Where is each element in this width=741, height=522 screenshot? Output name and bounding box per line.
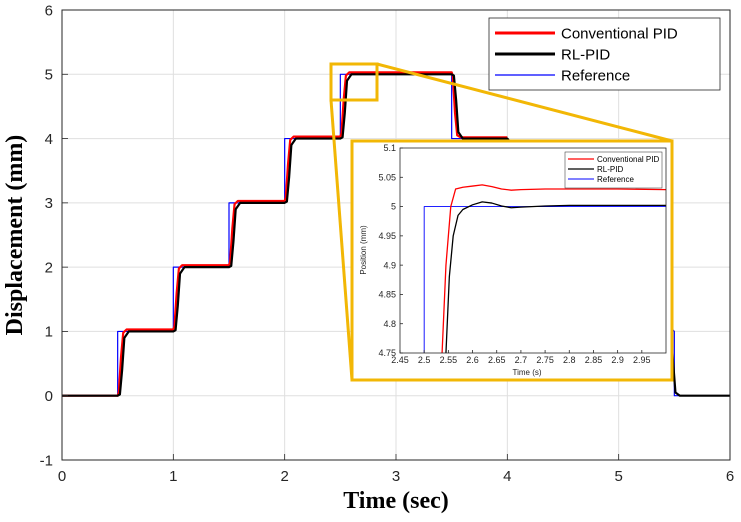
x-tick-label: 5: [614, 468, 622, 485]
series-line-conventional-pid: [441, 184, 667, 354]
y-axis-title: Displacement (mm): [2, 135, 28, 336]
y-tick-label: -1: [40, 452, 53, 469]
legend-label: Conventional PID: [597, 155, 659, 164]
x-tick-label: 2.65: [488, 355, 506, 365]
y-tick-label: 2: [45, 259, 53, 276]
y-tick-label: 4.9: [383, 260, 396, 270]
x-tick-label: 2.5: [418, 355, 431, 365]
series-line-conventional-pid: [62, 71, 508, 397]
x-tick-label: 4: [503, 468, 511, 485]
inset-x-axis-title: Time (s): [512, 368, 541, 377]
x-tick-label: 3: [392, 468, 400, 485]
x-tick-label: 2.75: [536, 355, 554, 365]
legend-label: RL-PID: [561, 46, 610, 63]
legend-label: Reference: [597, 175, 634, 184]
y-tick-label: 1: [45, 324, 53, 341]
inset-plot-frame: [399, 147, 667, 354]
x-tick-label: 2.95: [633, 355, 651, 365]
series-line-reference: [423, 206, 666, 353]
y-tick-label: 5.1: [383, 143, 396, 153]
inset-panel: 2.45 2.5 2.55 2.6 2.65 2.7 2.75 2.8 2.85 2.9 2.95 4…: [350, 139, 674, 382]
x-axis-title: Time (sec): [343, 488, 449, 514]
legend-label: Conventional PID: [561, 25, 678, 42]
y-tick-label: 5: [391, 202, 396, 212]
x-tick-label: 6: [726, 468, 734, 485]
main-legend: Conventional PID RL-PID Reference: [488, 17, 721, 91]
y-tick-label: 5: [45, 67, 53, 84]
legend-label: Reference: [561, 67, 630, 84]
x-tick-label: 2.6: [466, 355, 479, 365]
inset-legend-box: [564, 151, 663, 189]
x-tick-label: 0: [58, 468, 66, 485]
y-tick-label: 6: [45, 2, 53, 19]
y-tick-label: 4.8: [383, 319, 396, 329]
x-tick-label: 1: [169, 468, 177, 485]
zoom-callout: [329, 62, 673, 381]
y-tick-label: 4: [45, 131, 53, 148]
y-tick-label: 0: [45, 388, 53, 405]
x-tick-label: 2.55: [440, 355, 458, 365]
y-tick-label: 3: [45, 195, 53, 212]
legend-label: RL-PID: [597, 165, 623, 174]
series-line-rl-pid: [445, 201, 666, 354]
zoom-connector-left: [329, 99, 354, 381]
inset-y-axis-title: Position (mm): [359, 225, 368, 275]
main-ticks: 0 1 2 3 4 5 6 -1 0 1 2 3 4 5 6: [40, 2, 735, 485]
series-line-rl-pid: [62, 73, 730, 397]
x-tick-label: 2.7: [515, 355, 528, 365]
x-tick-label: 2.45: [391, 355, 409, 365]
x-tick-label: 2.9: [611, 355, 624, 365]
x-tick-label: 2.8: [563, 355, 576, 365]
y-tick-label: 4.75: [378, 348, 396, 358]
y-tick-label: 5.05: [378, 172, 396, 182]
y-tick-label: 4.95: [378, 231, 396, 241]
inset-ticks: 2.45 2.5 2.55 2.6 2.65 2.7 2.75 2.8 2.85 2.9 2.95 4…: [378, 143, 650, 365]
y-tick-label: 4.85: [378, 290, 396, 300]
x-tick-label: 2.85: [585, 355, 603, 365]
inset-lines: [423, 184, 667, 354]
x-tick-label: 2: [280, 468, 288, 485]
zoom-connector-right: [376, 62, 673, 143]
zoom-region-box: [329, 62, 379, 102]
